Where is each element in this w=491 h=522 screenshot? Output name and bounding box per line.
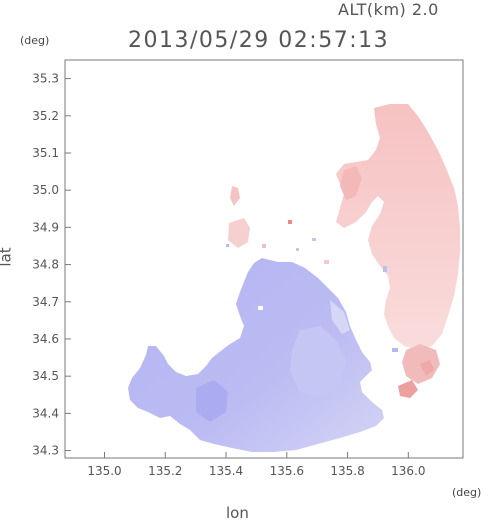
x-tick-label: 135.6 <box>270 464 304 478</box>
y-tick-label: 34.3 <box>32 444 59 458</box>
y-tick-label: 34.4 <box>32 406 59 420</box>
y-tick-label: 35.0 <box>32 183 59 197</box>
y-axis-unit: (deg) <box>20 34 50 47</box>
x-axis-label: lon <box>226 504 249 522</box>
x-axis-ticks: 135.0 135.2 135.4 135.6 135.8 136.0 <box>87 452 425 478</box>
altitude-label: ALT(km) 2.0 <box>338 0 439 19</box>
x-tick-label: 135.4 <box>209 464 243 478</box>
y-tick-label: 34.6 <box>32 332 59 346</box>
receding-velocity-echo <box>228 104 460 398</box>
x-tick-label: 136.0 <box>391 464 425 478</box>
x-tick-label: 135.8 <box>330 464 364 478</box>
x-axis-unit: (deg) <box>452 486 482 499</box>
y-tick-label: 35.2 <box>32 109 59 123</box>
y-tick-label: 35.1 <box>32 146 59 160</box>
timestamp: 2013/05/29 02:57:13 <box>128 28 390 53</box>
y-tick-label: 34.7 <box>32 295 59 309</box>
x-tick-label: 135.2 <box>148 464 182 478</box>
y-tick-label: 34.8 <box>32 258 59 272</box>
y-axis-ticks: 35.3 35.2 35.1 35.0 34.9 34.8 34.7 34.6 34.5 34.4… <box>32 72 71 458</box>
x-tick-label: 135.0 <box>87 464 121 478</box>
y-tick-label: 34.5 <box>32 369 59 383</box>
y-tick-label: 34.9 <box>32 220 59 234</box>
scattered-echoes <box>226 220 398 352</box>
approaching-velocity-echo <box>128 258 384 452</box>
y-tick-label: 35.3 <box>32 72 59 86</box>
